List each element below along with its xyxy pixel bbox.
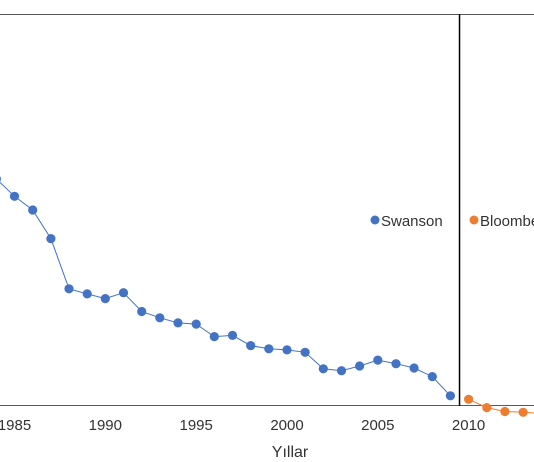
data-point-swanson-1991 [118, 288, 129, 298]
data-point-swanson-1992 [137, 306, 147, 317]
data-point-swanson-1994 [173, 318, 183, 328]
legend-label-bloomberg: Bloomberg [480, 213, 534, 230]
data-point-swanson-2008 [427, 372, 437, 382]
data-point-swanson-2005 [373, 355, 383, 365]
legend: Swanson Bloomberg [370, 213, 534, 230]
legend-marker-swanson [370, 215, 380, 225]
data-point-swanson-1990 [100, 294, 110, 304]
x-tick-label-1990: 1990 [89, 417, 122, 434]
data-point-swanson-1996 [209, 332, 219, 342]
x-tick-label-2010: 2010 [452, 417, 485, 434]
data-point-swanson-2009 [445, 391, 455, 401]
data-point-swanson-2007 [409, 363, 419, 373]
data-point-swanson-1995 [191, 319, 201, 329]
data-point-swanson-1989 [82, 289, 92, 299]
x-tick-label-1995: 1995 [180, 417, 213, 434]
legend-label-swanson: Swanson [381, 213, 443, 230]
x-tick-label-2000: 2000 [270, 417, 303, 434]
series-layer [0, 176, 534, 417]
data-point-swanson-2001 [300, 347, 310, 357]
data-point-swanson-1999 [264, 344, 274, 354]
legend-marker-bloomberg [469, 215, 479, 225]
data-point-swanson-1987 [46, 234, 56, 244]
data-point-swanson-2003 [336, 366, 347, 376]
data-point-swanson-2006 [391, 359, 401, 369]
data-point-swanson-1984 [0, 176, 1, 182]
x-tick-label-2005: 2005 [361, 417, 394, 434]
x-tick-labels: 1985 1990 1995 2000 2005 2010 [0, 417, 485, 434]
data-point-bloomberg-2010 [464, 394, 474, 404]
data-point-swanson-2004 [355, 361, 365, 371]
data-point-swanson-2000 [282, 345, 292, 355]
x-tick-label-1985: 1985 [0, 417, 31, 434]
data-point-swanson-1988 [64, 284, 74, 294]
x-axis-title: Yıllar [272, 444, 309, 461]
data-point-bloomberg-2013 [518, 407, 528, 417]
data-point-bloomberg-2012 [500, 406, 510, 417]
data-point-swanson-1993 [155, 313, 165, 323]
data-point-swanson-2002 [318, 364, 328, 374]
data-point-swanson-1986 [28, 205, 38, 215]
data-point-swanson-1997 [227, 330, 238, 340]
data-point-swanson-1998 [246, 341, 256, 351]
data-point-swanson-1985 [9, 191, 20, 201]
data-point-bloomberg-2011 [482, 403, 492, 413]
